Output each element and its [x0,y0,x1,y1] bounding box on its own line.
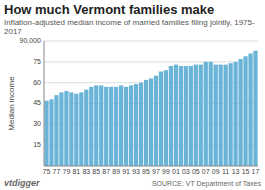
bar [74,94,78,166]
x-tick-label: 97 [152,168,160,175]
x-tick-label: 79 [62,168,70,175]
y-tick-label: 45 [33,99,41,106]
y-tick-label: 75 [33,58,41,65]
bar [59,92,63,166]
bar [49,99,53,166]
bar [119,85,123,166]
x-tick-label: 11 [222,168,229,175]
bar [44,101,48,166]
x-tick-label: 01 [172,168,180,175]
bar [233,62,237,166]
title: How much Vermont families make [4,2,261,18]
y-axis-label: Median income [7,76,16,131]
bar [149,79,153,167]
x-tick-label: 07 [202,168,210,175]
bar [214,65,218,166]
bar [189,66,193,166]
bar [224,65,228,166]
bar [154,76,158,166]
bar [179,66,183,166]
y-tick-label: 60 [33,79,41,86]
x-tick-label: 13 [232,168,240,175]
x-tick-label: 83 [82,168,90,175]
y-tick-label: 15 [33,141,41,148]
grid-line [44,41,258,42]
bar [84,90,88,166]
x-tick-label: 89 [112,168,120,175]
bars [44,51,257,166]
x-tick-label: 09 [212,168,220,175]
subtitle: Inflation-adjusted median income of marr… [4,18,261,36]
bar [89,87,93,166]
bar [209,62,213,166]
bar [243,56,247,166]
x-tick-label: 05 [192,168,200,175]
bar [109,87,113,166]
bar [79,92,83,166]
bar [64,91,68,166]
y-axis-line [44,41,45,166]
x-tick-label: 99 [162,168,170,175]
bar [134,84,138,166]
page: How much Vermont families make Inflation… [0,0,265,190]
bar [69,92,73,166]
footer: vtdigger SOURCE: VT Department of Taxes [4,177,261,189]
x-tick-label: 91 [122,168,130,175]
bar [199,65,203,166]
bar [164,70,168,166]
bar [248,54,252,167]
bar [94,85,98,166]
bar [129,85,133,166]
x-tick-label: 03 [182,168,190,175]
bar [104,87,108,166]
x-tick-label: 17 [252,168,260,175]
bar [238,59,242,166]
x-tick-label: 15 [242,168,250,175]
chart-area: 153045607590,000757779818385878991939597… [4,36,261,177]
bar [114,87,118,166]
bar [194,65,198,166]
x-tick-label: 87 [102,168,110,175]
bar [169,66,173,166]
y-tick-label: 90,000 [20,37,42,44]
logo: vtdigger [4,178,40,188]
bar [184,66,188,166]
bar [99,85,103,166]
bar [229,63,233,166]
bar [204,62,208,166]
grid-line [44,61,258,62]
chart: 153045607590,000757779818385878991939597… [4,36,261,177]
bar [54,95,58,166]
bar [174,65,178,166]
bar [144,80,148,166]
x-axis-line [44,166,258,167]
x-tick-label: 77 [53,168,61,175]
bar [253,51,257,166]
x-tick-label: 81 [72,168,80,175]
x-tick-label: 93 [132,168,140,175]
bar [139,83,143,166]
bar [219,65,223,166]
bar [159,72,163,166]
bar [124,87,128,166]
x-tick-label: 85 [92,168,100,175]
source: SOURCE: VT Department of Taxes [152,180,261,187]
x-tick-label: 95 [142,168,150,175]
x-tick-label: 75 [43,168,51,175]
y-tick-label: 30 [33,120,41,127]
